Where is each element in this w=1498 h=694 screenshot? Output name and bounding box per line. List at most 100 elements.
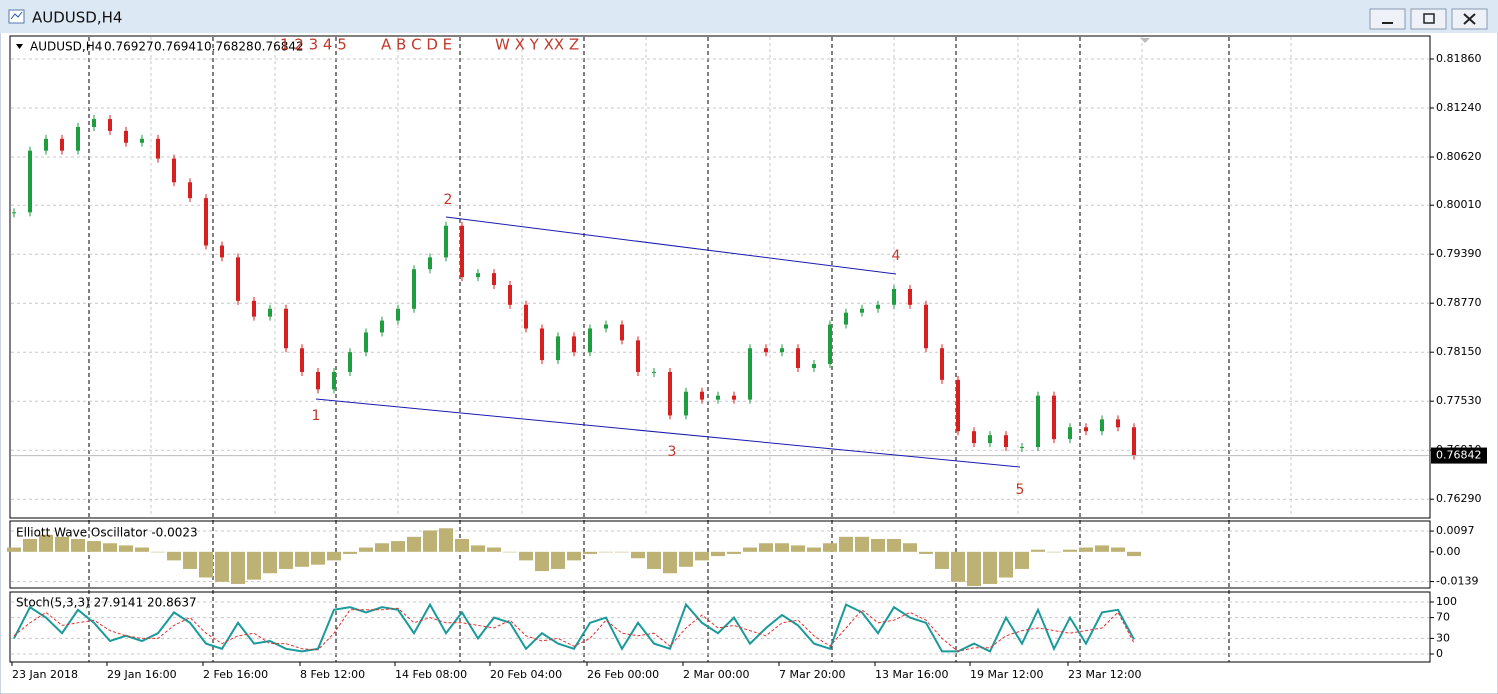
candle-body — [460, 225, 464, 278]
oscillator-bar — [503, 551, 517, 553]
oscillator-bar — [1015, 551, 1029, 569]
oscillator-bar — [279, 551, 293, 569]
minimize-button[interactable] — [1369, 8, 1406, 30]
candle-body — [876, 304, 880, 309]
oscillator-bar — [887, 538, 901, 552]
oscillator-bar — [407, 536, 421, 552]
oscillator-bar — [23, 538, 37, 552]
candle-body — [988, 435, 992, 444]
oscillator-bar — [55, 536, 69, 552]
oscillator-bar — [631, 551, 645, 559]
channel-lower — [315, 398, 1021, 468]
candle-body — [428, 257, 432, 270]
x-tick-label: 19 Mar 12:00 — [970, 668, 1043, 681]
wave-label: 4 — [892, 248, 901, 264]
candle-body — [188, 182, 192, 199]
candle-body — [492, 273, 496, 286]
oscillator-bar — [1127, 551, 1141, 557]
candle-body — [124, 130, 128, 143]
oscillator-bar — [455, 538, 469, 552]
oscillator-bar — [679, 551, 693, 567]
candle-body — [892, 288, 896, 305]
y-tick-label: 0.0097 — [1436, 524, 1475, 537]
candle-body — [636, 340, 640, 372]
candle-body — [652, 371, 656, 373]
oscillator-bar — [263, 551, 277, 574]
y-tick-label: 0 — [1436, 647, 1443, 660]
candle-body — [204, 198, 208, 246]
candle-body — [732, 395, 736, 400]
oscillator-title: Elliott Wave Oscillator -0.0023 — [16, 526, 198, 540]
candle-body — [572, 336, 576, 353]
candle-body — [1068, 427, 1072, 440]
oscillator-bar — [903, 543, 917, 552]
stoch-line — [13, 607, 1135, 652]
channel-upper — [445, 216, 897, 275]
candle-body — [268, 308, 272, 317]
oscillator-bar — [999, 551, 1013, 578]
candle-body — [92, 119, 96, 127]
candle-body — [604, 324, 608, 329]
y-tick-label: 0.77530 — [1436, 394, 1482, 407]
y-tick-label: 0.81240 — [1436, 101, 1482, 114]
oscillator-bar — [839, 536, 853, 552]
x-tick-label: 14 Feb 08:00 — [395, 668, 467, 681]
oscillator-bar — [1031, 549, 1045, 552]
candle-body — [668, 371, 672, 416]
x-tick-label: 13 Mar 16:00 — [875, 668, 948, 681]
y-tick-label: 0.78770 — [1436, 296, 1482, 309]
oscillator-bar — [199, 551, 213, 578]
close-glyph — [1463, 13, 1476, 25]
maximize-button[interactable] — [1410, 8, 1447, 30]
candle-body — [220, 245, 224, 258]
oscillator-bar — [327, 551, 341, 561]
oscillator-bar — [343, 551, 357, 554]
current-price-label: 0.76842 — [1436, 449, 1482, 462]
oscillator-bar — [247, 551, 261, 580]
candle-body — [924, 304, 928, 349]
y-tick-label: 0.76290 — [1436, 492, 1482, 505]
wave-label: 3 — [668, 444, 677, 460]
candle-body — [1084, 427, 1088, 432]
header-arrow — [16, 44, 23, 49]
oscillator-bar — [1095, 545, 1109, 552]
oscillator-bar — [583, 551, 597, 554]
oscillator-bar — [919, 551, 933, 554]
wave-tool-wxyxxz[interactable]: W X Y XX Z — [495, 36, 579, 54]
candle-body — [108, 119, 112, 131]
oscillator-bar — [391, 541, 405, 552]
oscillator-bar — [807, 547, 821, 552]
candle-body — [588, 328, 592, 353]
wave-label: 2 — [444, 192, 453, 208]
y-tick-label: 0.80010 — [1436, 198, 1482, 211]
oscillator-bar — [311, 551, 325, 565]
oscillator-bar — [487, 547, 501, 552]
candle-body — [1052, 395, 1056, 440]
candle-body — [236, 257, 240, 301]
wave-tool-abcde[interactable]: A B C D E — [381, 36, 452, 54]
candle-body — [380, 320, 384, 333]
y-tick-label: 0.79390 — [1436, 247, 1482, 260]
current-price-box — [1431, 447, 1487, 464]
candle-body — [860, 308, 864, 313]
candle-body — [972, 431, 976, 444]
candle-body — [508, 285, 512, 305]
oscillator-bar — [7, 547, 21, 552]
oscillator-bar — [39, 534, 53, 552]
candle-body — [812, 364, 816, 369]
grid: 0.81860 0.81240 0.80620 0.80010 0.79390 0.787… — [11, 37, 1482, 681]
oscillator-bar — [855, 536, 869, 552]
oscillator-bar — [535, 551, 549, 572]
x-tick-label: 20 Feb 04:00 — [490, 668, 562, 681]
candle-body — [908, 288, 912, 305]
oscillator-bar — [1111, 547, 1125, 552]
oscillator-bar — [711, 551, 725, 557]
oscillator-bar — [103, 543, 117, 552]
header-open: 0.76927 — [104, 40, 154, 54]
candle-body — [748, 348, 752, 400]
wave-tool-12345[interactable]: 1 2 3 4 5 — [280, 36, 347, 54]
candle-body — [348, 352, 352, 372]
wave-label: 5 — [1016, 482, 1025, 498]
oscillator-bar — [871, 538, 885, 552]
